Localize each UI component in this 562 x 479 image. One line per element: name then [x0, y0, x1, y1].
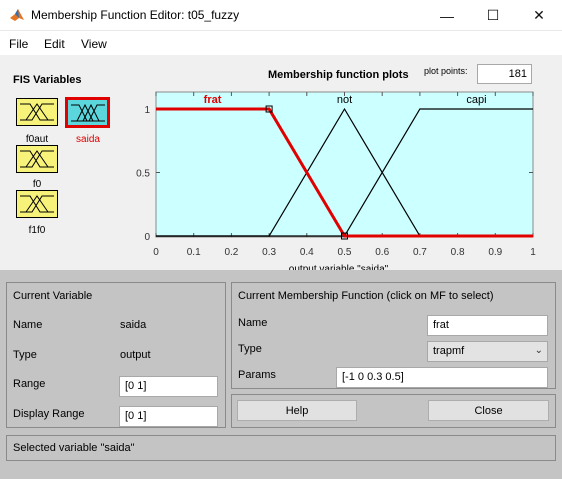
- mf-params-input[interactable]: [-1 0 0.3 0.5]: [336, 367, 548, 388]
- maximize-icon: ☐: [486, 7, 500, 23]
- variable-saida[interactable]: [65, 97, 110, 128]
- cv-range-input[interactable]: [0 1]: [119, 376, 218, 397]
- mf-name-input[interactable]: frat: [427, 315, 548, 336]
- x-tick-label: 0.4: [300, 247, 314, 258]
- mf-curve-capi: [156, 108, 533, 237]
- variable-label-saida: saida: [76, 134, 100, 145]
- mf-label-frat: frat: [204, 94, 222, 106]
- membership-function-plot[interactable]: 0 0.1 0.2 0.3 0.4 0.5 0.6 0.7 0.8 0.9 1 0 0.5 1 output…: [0, 55, 562, 270]
- status-bar: Selected variable "saida": [6, 435, 556, 461]
- y-tick-label: 0.5: [136, 169, 150, 180]
- cv-range-label: Range: [13, 378, 46, 390]
- mf-label-not: not: [337, 94, 352, 106]
- variable-label-f0aut: f0aut: [25, 134, 49, 145]
- mf-thumbnail-icon: [20, 150, 54, 168]
- window-title: Membership Function Editor: t05_fuzzy: [31, 8, 240, 22]
- cv-type-value: output: [120, 349, 151, 361]
- plot-points-input[interactable]: 181: [477, 64, 532, 84]
- close-icon: ✕: [533, 7, 545, 23]
- menu-view[interactable]: View: [81, 37, 107, 51]
- lower-panel-area: Current Variable Name saida Type output …: [0, 270, 562, 479]
- mf-curve-frat: [156, 107, 533, 238]
- close-window-button[interactable]: ✕: [516, 0, 562, 31]
- mf-thumbnail-icon: [20, 103, 54, 121]
- x-tick-label: 0.8: [451, 247, 465, 258]
- title-bar: Membership Function Editor: t05_fuzzy — …: [0, 0, 562, 31]
- mf-type-value: trapmf: [433, 345, 465, 357]
- fis-variables-title: FIS Variables: [13, 74, 82, 86]
- close-button[interactable]: Close: [428, 400, 549, 421]
- cv-name-label: Name: [13, 319, 43, 331]
- matlab-app-icon: [10, 9, 24, 21]
- x-tick-label: 0: [153, 247, 159, 258]
- cv-display-range-input[interactable]: [0 1]: [119, 406, 218, 427]
- x-tick-label: 0.3: [262, 247, 276, 258]
- variable-label-f1f0: f1f0: [28, 225, 46, 236]
- menu-bar: File Edit View: [0, 31, 562, 55]
- mf-thumbnail-icon: [70, 103, 105, 121]
- x-tick-label: 0.6: [375, 247, 389, 258]
- mf-type-select[interactable]: trapmf ⌄: [427, 341, 548, 362]
- maximize-button[interactable]: ☐: [470, 0, 516, 31]
- editor-body: FIS Variables f0aut saida f0 f1f0 Member…: [0, 55, 562, 479]
- minimize-button[interactable]: —: [424, 0, 470, 31]
- cv-display-range-label: Display Range: [13, 408, 85, 420]
- current-mf-title: Current Membership Function (click on MF…: [238, 290, 494, 302]
- plot-title: Membership function plots: [268, 69, 409, 81]
- current-variable-panel: Current Variable Name saida Type output …: [6, 282, 226, 428]
- y-tick-label: 0: [144, 232, 150, 243]
- x-tick-label: 0.2: [224, 247, 238, 258]
- variable-f0[interactable]: [16, 145, 58, 173]
- mf-type-label: Type: [238, 343, 262, 355]
- mf-thumbnail-icon: [20, 195, 54, 213]
- current-mf-panel: Current Membership Function (click on MF…: [231, 282, 556, 389]
- x-tick-label: 0.5: [338, 247, 352, 258]
- variable-f1f0[interactable]: [16, 190, 58, 218]
- variable-label-f0: f0: [32, 179, 42, 190]
- plot-area: [155, 91, 534, 238]
- mf-name-label: Name: [238, 317, 268, 329]
- menu-file[interactable]: File: [9, 37, 29, 51]
- help-button[interactable]: Help: [237, 400, 357, 421]
- x-tick-label: 0.9: [488, 247, 502, 258]
- mf-label-capi: capi: [466, 94, 486, 106]
- x-tick-label: 0.7: [413, 247, 427, 258]
- x-axis-label: output variable "saida": [289, 264, 389, 270]
- x-tick-label: 1: [530, 247, 536, 258]
- current-variable-title: Current Variable: [13, 290, 93, 302]
- cv-type-label: Type: [13, 349, 37, 361]
- mf-params-label: Params: [238, 369, 276, 381]
- plot-points-label: plot points:: [424, 66, 468, 76]
- chevron-down-icon: ⌄: [534, 345, 543, 356]
- minimize-icon: —: [440, 7, 454, 24]
- mf-handle: [341, 232, 348, 240]
- x-tick-label: 0.1: [187, 247, 201, 258]
- cv-name-value: saida: [120, 319, 147, 331]
- mf-handle: [265, 105, 273, 113]
- menu-edit[interactable]: Edit: [44, 37, 65, 51]
- variable-f0aut[interactable]: [16, 98, 58, 126]
- y-tick-label: 1: [144, 105, 150, 116]
- buttons-panel: Help Close: [231, 394, 556, 428]
